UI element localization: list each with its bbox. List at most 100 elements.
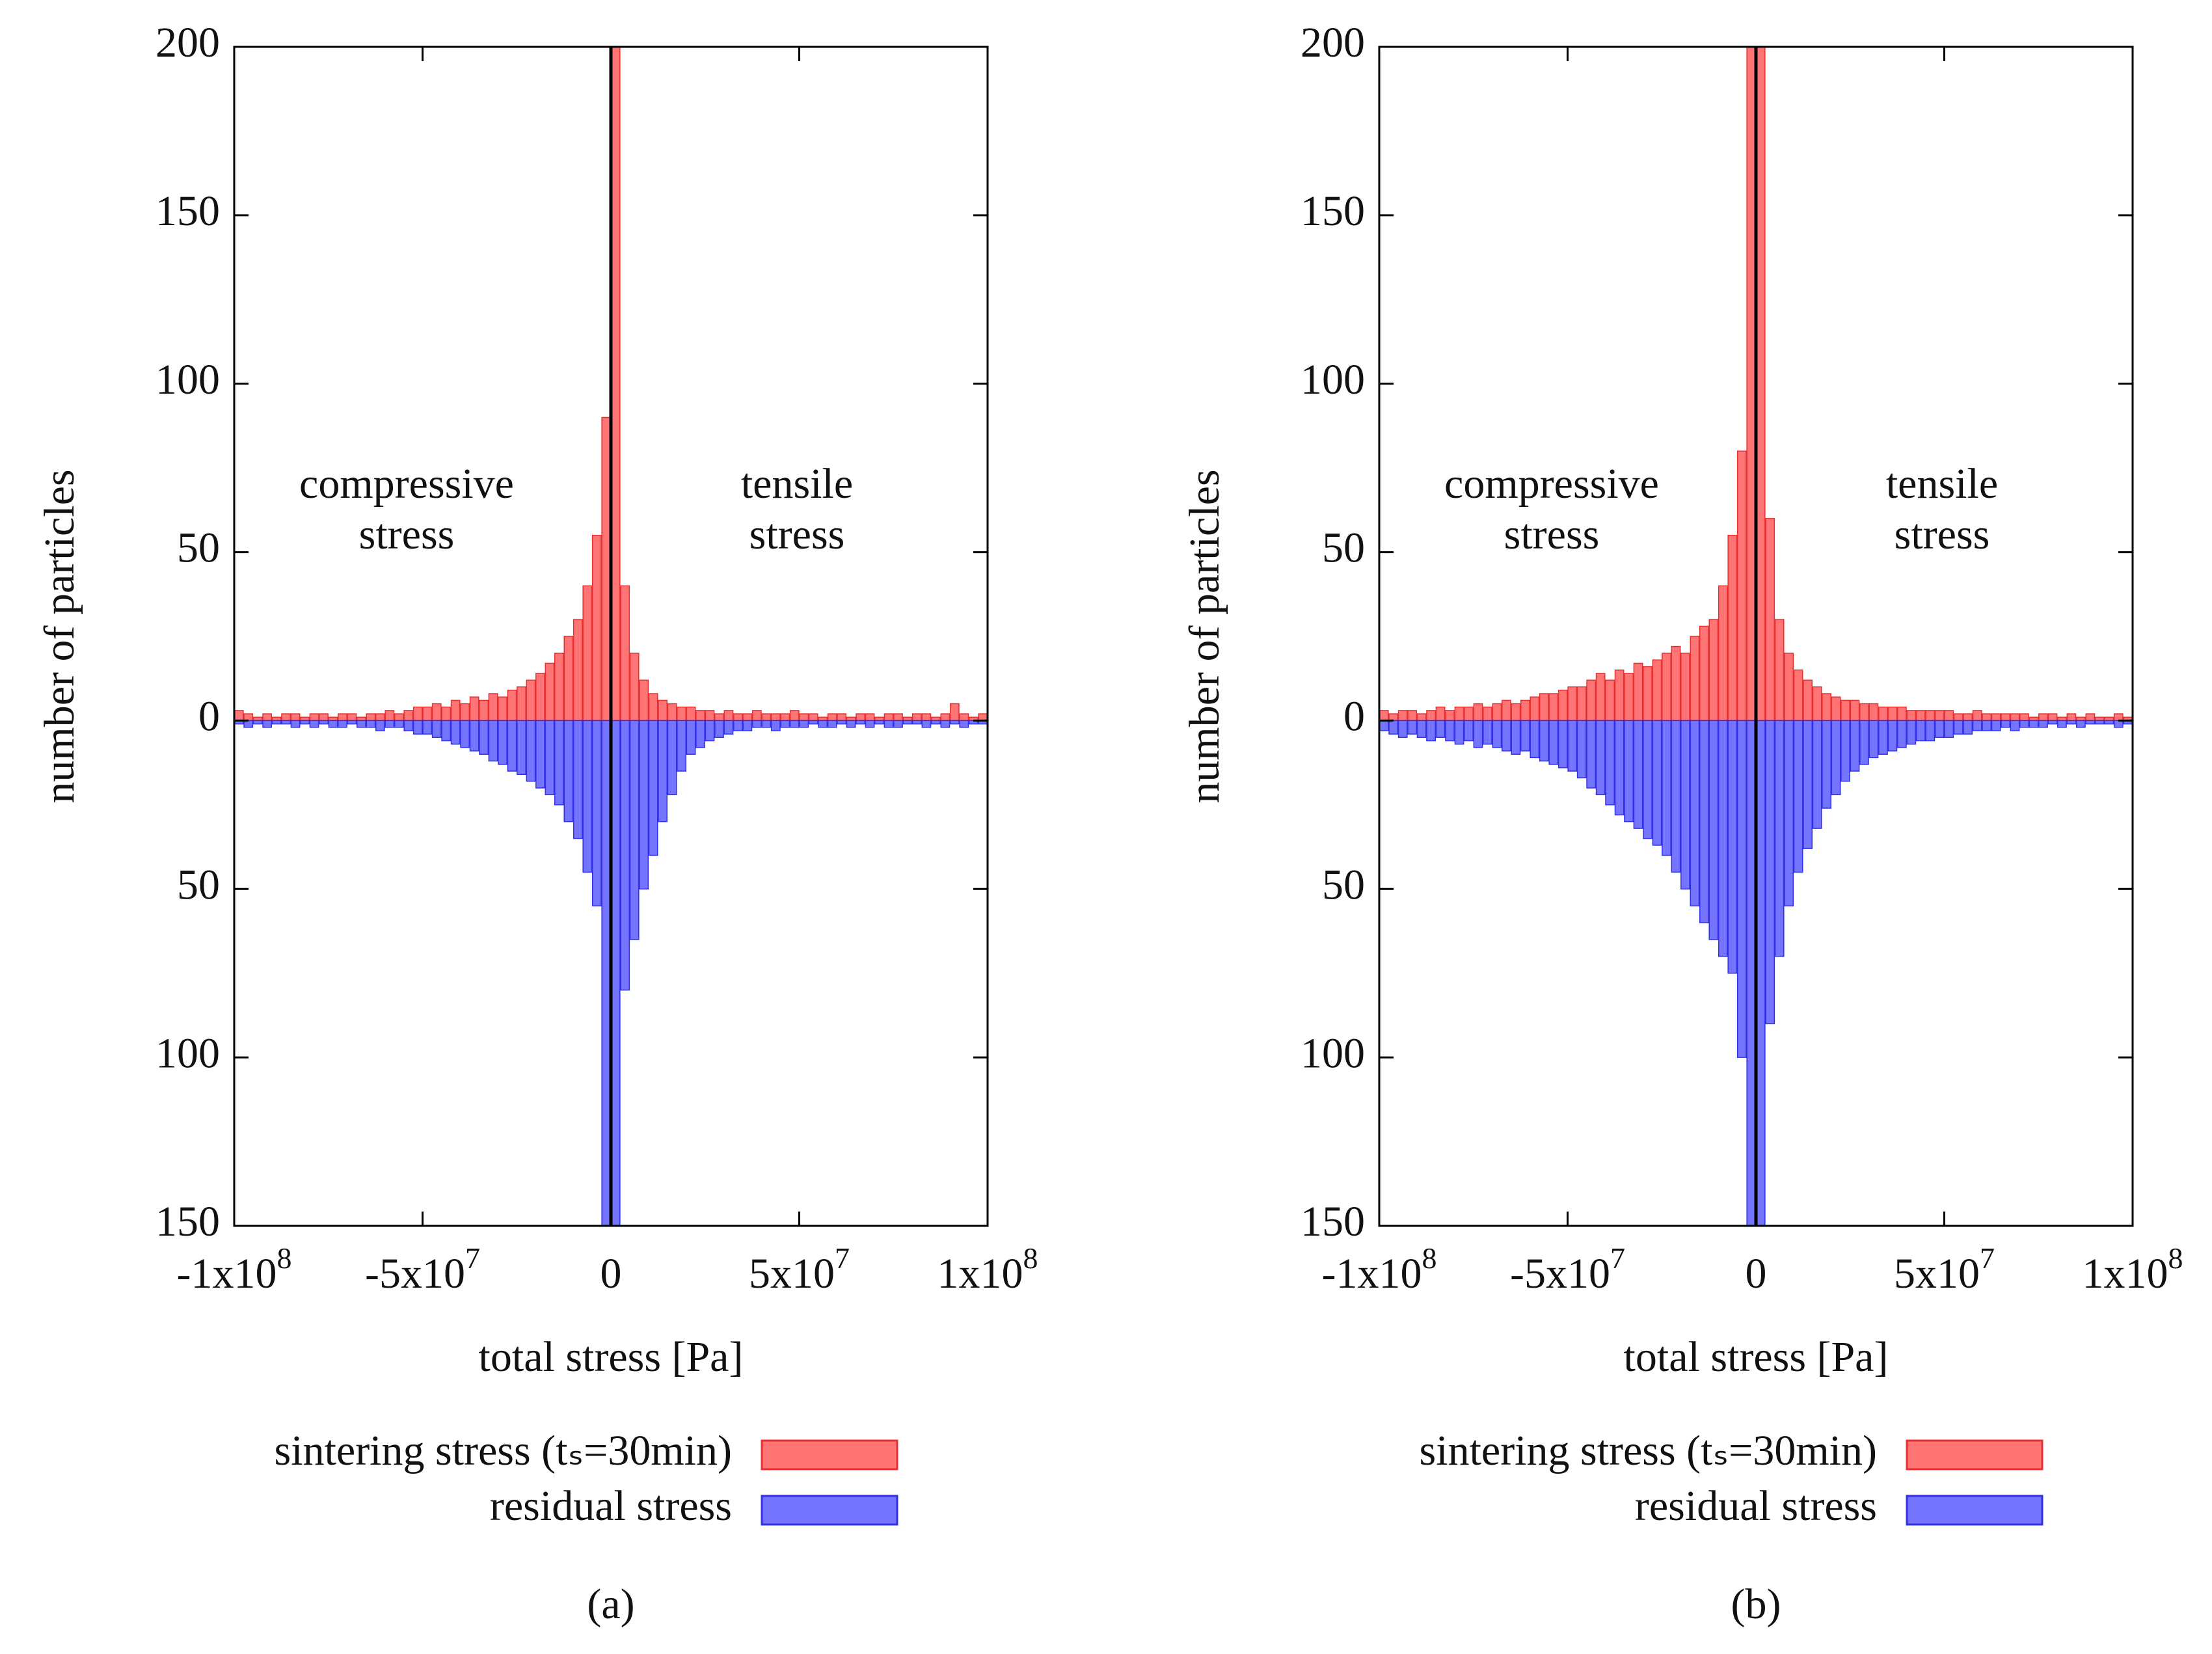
bar bbox=[1511, 720, 1521, 755]
bar bbox=[1643, 720, 1652, 839]
bar bbox=[1915, 720, 1926, 742]
x-tick-label: -5x107 bbox=[1510, 1241, 1625, 1298]
bar bbox=[1774, 619, 1785, 722]
x-tick-label-base: -1x10 bbox=[177, 1250, 277, 1297]
bar bbox=[1652, 720, 1662, 846]
y-axis-label: number of particles bbox=[36, 469, 83, 803]
bar bbox=[545, 662, 555, 722]
x-tick-label-exponent: 7 bbox=[465, 1241, 480, 1275]
bar bbox=[243, 713, 254, 722]
bar bbox=[1906, 710, 1917, 722]
bar bbox=[1859, 720, 1869, 765]
bar bbox=[1699, 720, 1709, 923]
bar bbox=[761, 713, 772, 722]
bar bbox=[2057, 716, 2067, 722]
annotation: stress bbox=[1504, 511, 1600, 558]
bar bbox=[893, 720, 903, 728]
bar bbox=[2085, 720, 2096, 725]
bar bbox=[1934, 720, 1945, 739]
bar bbox=[1548, 720, 1559, 765]
y-tick-label: 100 bbox=[155, 356, 220, 403]
bar bbox=[808, 720, 818, 725]
bar bbox=[1586, 720, 1597, 789]
x-tick-label-base: -5x10 bbox=[365, 1250, 465, 1297]
bar bbox=[1473, 720, 1483, 748]
bar bbox=[431, 703, 442, 722]
bar bbox=[1614, 670, 1625, 722]
bar bbox=[1407, 720, 1418, 735]
bar bbox=[469, 720, 479, 752]
bar bbox=[422, 720, 433, 735]
bar bbox=[412, 706, 423, 722]
bar bbox=[677, 720, 686, 772]
bar bbox=[1718, 585, 1728, 722]
bar bbox=[818, 716, 828, 722]
bar bbox=[902, 720, 913, 725]
x-tick-label-exponent: 8 bbox=[1023, 1241, 1038, 1275]
bar bbox=[2076, 716, 2086, 722]
bar bbox=[837, 720, 847, 725]
bar bbox=[1784, 653, 1794, 722]
bar bbox=[281, 720, 291, 725]
legend-swatch bbox=[1906, 1495, 2043, 1526]
bar bbox=[883, 720, 894, 728]
bar bbox=[1530, 720, 1540, 759]
bar bbox=[1727, 720, 1738, 974]
bar bbox=[498, 696, 507, 722]
legend-label: sintering stress (tₛ=30min) bbox=[275, 1427, 732, 1474]
y-tick-label: 100 bbox=[1301, 356, 1365, 403]
bar bbox=[1397, 710, 1408, 722]
bar bbox=[554, 720, 564, 806]
legend-swatch bbox=[761, 1439, 898, 1471]
bar bbox=[535, 673, 545, 722]
bar bbox=[1765, 720, 1775, 1025]
bar bbox=[1887, 706, 1898, 722]
bar bbox=[1878, 720, 1888, 755]
bar bbox=[591, 720, 602, 906]
bar bbox=[328, 716, 338, 722]
bar bbox=[526, 720, 536, 782]
x-tick-label-exponent: 8 bbox=[276, 1241, 291, 1275]
bar bbox=[780, 720, 790, 728]
bar bbox=[2066, 720, 2077, 725]
bar bbox=[601, 720, 612, 1227]
y-tick-label: 50 bbox=[177, 524, 220, 572]
bar bbox=[610, 46, 621, 722]
bar bbox=[2113, 713, 2124, 722]
bar bbox=[1727, 534, 1738, 722]
bar bbox=[281, 713, 291, 722]
bar bbox=[1605, 720, 1615, 806]
bar bbox=[893, 713, 903, 722]
bar bbox=[1841, 699, 1850, 722]
y-tick-label: 150 bbox=[155, 1198, 220, 1245]
bar bbox=[742, 720, 753, 731]
bar bbox=[1464, 720, 1474, 742]
bar bbox=[526, 679, 536, 722]
bar bbox=[1982, 713, 1992, 722]
x-tick-label: 1x108 bbox=[937, 1241, 1038, 1298]
x-tick-label-base: 5x10 bbox=[1894, 1250, 1980, 1297]
bar bbox=[2010, 720, 2020, 731]
bar bbox=[1567, 686, 1578, 722]
bar bbox=[2094, 716, 2105, 722]
legend-label: residual stress bbox=[490, 1482, 732, 1530]
bar bbox=[921, 713, 932, 722]
bar bbox=[940, 713, 951, 722]
bar bbox=[818, 720, 828, 728]
bar bbox=[309, 713, 319, 722]
bar bbox=[1982, 720, 1992, 731]
bar bbox=[582, 720, 593, 873]
bar bbox=[733, 713, 743, 722]
bar bbox=[1944, 720, 1954, 739]
bar bbox=[2047, 713, 2058, 722]
bar bbox=[695, 720, 705, 748]
bar bbox=[234, 710, 244, 722]
bar bbox=[1944, 710, 1954, 722]
bar bbox=[1576, 720, 1587, 779]
bar bbox=[1690, 636, 1700, 722]
bar bbox=[517, 720, 526, 776]
bar bbox=[1435, 706, 1446, 722]
bar bbox=[912, 720, 922, 725]
bar bbox=[1708, 720, 1719, 940]
